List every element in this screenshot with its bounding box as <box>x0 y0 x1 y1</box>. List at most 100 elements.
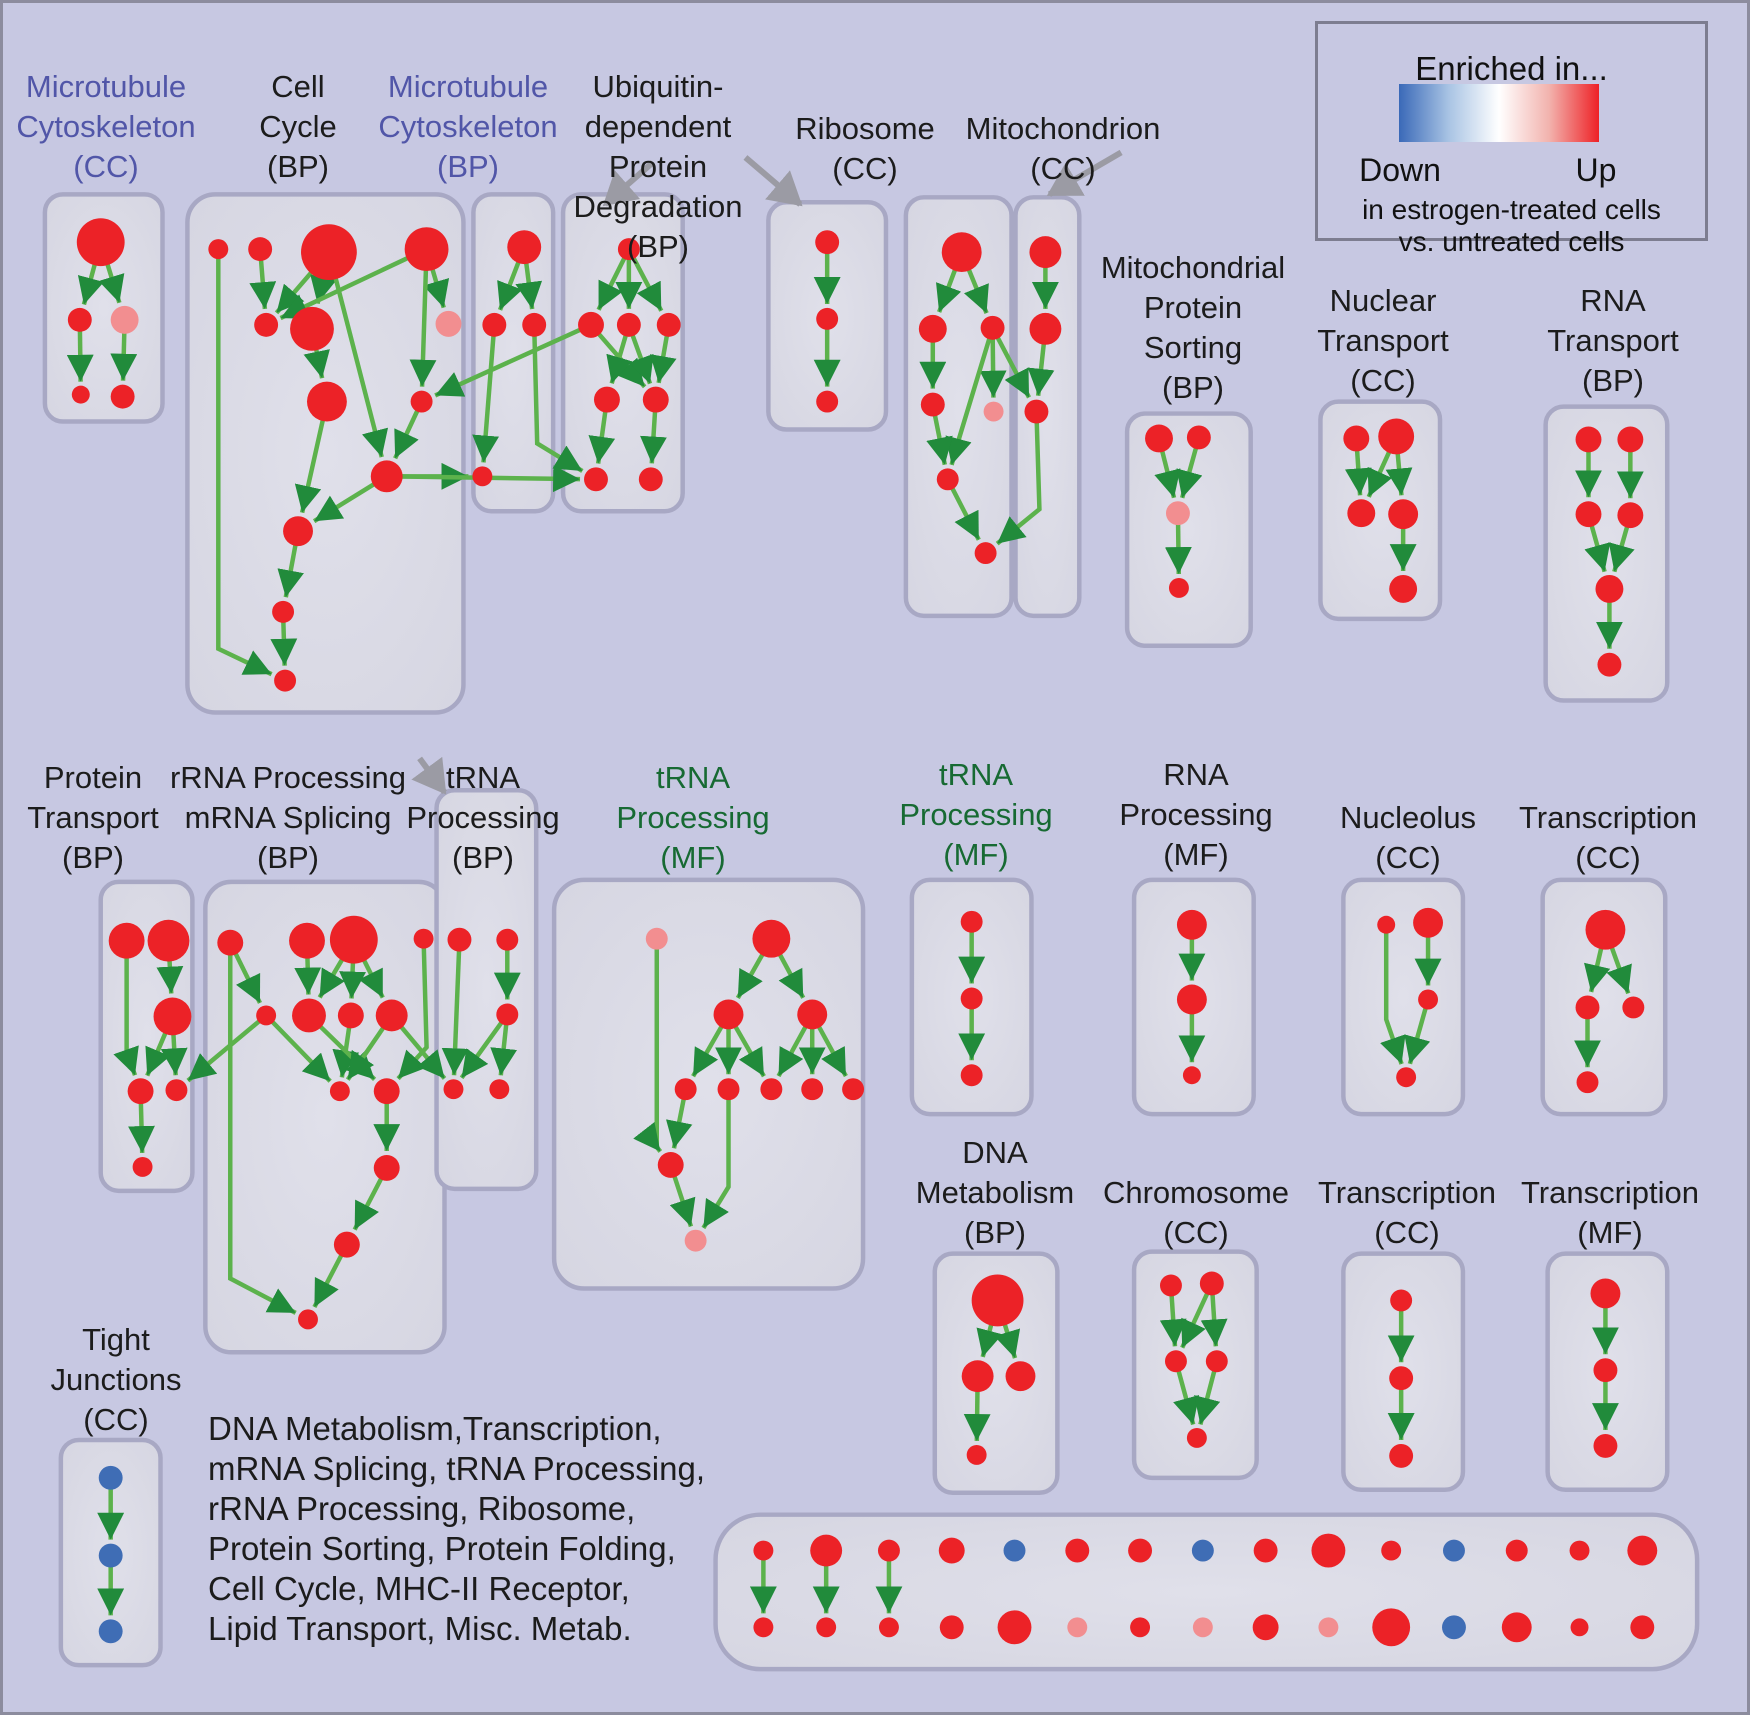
cluster-label-line: Transcription <box>1518 800 1698 835</box>
go-term-node-g3 <box>1165 501 1190 526</box>
cluster-label-rna_proc: RNA Processing (MF) <box>1119 755 1272 875</box>
cluster-label-line: (BP) <box>257 840 319 875</box>
cluster-label-line: (CC) <box>1375 840 1441 875</box>
go-term-node-mb4 <box>472 466 493 487</box>
go-term-node-u2 <box>1413 907 1444 938</box>
edge-v1-v3 <box>1606 946 1632 995</box>
go-term-node-a1 <box>76 218 125 267</box>
go-term-node-c5 <box>1186 1427 1207 1448</box>
legend-down-label: Down <box>1359 152 1441 188</box>
go-term-node-a4 <box>71 385 90 404</box>
edge-p3-p5 <box>160 1034 188 1076</box>
cluster-label-line: Transcription <box>1317 1175 1497 1210</box>
edge-n3-n10 <box>333 277 389 458</box>
go-term-node-r1 <box>217 929 244 956</box>
go-term-node-z10b <box>1318 1617 1339 1638</box>
edge-mb3-ub7 <box>532 335 584 473</box>
cluster-label-ribosome: Ribosome (CC) <box>795 109 935 189</box>
caption-line: mRNA Splicing, tRNA Processing, <box>208 1450 706 1487</box>
cluster-label-mt_bp: Microtubule Cytoskeleton (BP) <box>378 67 557 187</box>
edge-m1-m10 <box>633 948 663 1153</box>
go-term-node-c2 <box>1199 1271 1224 1296</box>
edge-b3-b5 <box>979 338 1007 398</box>
edge-t4-t3 <box>459 1021 504 1080</box>
cluster-label-line: (MF) <box>660 840 726 875</box>
go-term-node-v4 <box>1576 1071 1599 1094</box>
go-term-node-z6t <box>1065 1538 1090 1563</box>
cluster-label-line: Microtubule <box>25 69 187 104</box>
cluster-label-line: (BP) <box>627 229 689 264</box>
go-term-node-e3 <box>1024 399 1049 424</box>
edge-c4-c5 <box>1194 1370 1221 1426</box>
go-term-node-z9b <box>1252 1614 1279 1641</box>
edge-n6-n8 <box>303 348 330 379</box>
go-term-node-mb3 <box>522 312 547 337</box>
go-term-node-j2 <box>1617 426 1644 453</box>
cluster-label-line: tRNA <box>655 760 731 795</box>
edge-ub4-ub6 <box>650 335 677 384</box>
go-term-node-ub5 <box>593 386 620 413</box>
go-term-node-z12t <box>1443 1539 1465 1562</box>
go-term-node-z7b <box>1130 1617 1151 1638</box>
cluster-label-line: Ribosome <box>795 111 935 146</box>
edge-r2-r6 <box>294 957 322 995</box>
go-term-node-n12 <box>272 600 295 623</box>
edge-ub3-ub6 <box>628 334 654 385</box>
edge-c1-c3 <box>1159 1295 1187 1347</box>
go-term-node-n2 <box>248 237 273 262</box>
edge-n10-n11 <box>312 482 376 524</box>
go-term-node-y1 <box>98 1465 123 1490</box>
caption-line: DNA Metabolism,Transcription, <box>208 1410 662 1447</box>
go-term-node-x2 <box>1593 1358 1618 1383</box>
edge-m3-m5 <box>691 1025 724 1078</box>
go-term-node-z9t <box>1253 1538 1278 1563</box>
edge-g1-g3 <box>1154 450 1181 499</box>
cluster-box-chromosome <box>1131 1249 1259 1481</box>
go-term-node-z11t <box>1381 1540 1402 1561</box>
edge-i1-i3 <box>1344 450 1372 496</box>
edge-p3-p4 <box>145 1032 171 1077</box>
go-term-node-g1 <box>1145 424 1173 453</box>
go-term-node-ux2 <box>816 307 839 330</box>
cluster-label-line: Degradation <box>573 189 743 224</box>
go-term-node-z2t <box>810 1534 843 1567</box>
go-term-node-d3 <box>1005 1361 1036 1392</box>
cluster-label-line: Microtubule <box>387 69 549 104</box>
edge-ub1-ub4 <box>631 256 664 312</box>
cluster-label-line: tRNA <box>938 757 1014 792</box>
cluster-label-line: Ubiquitin- <box>592 69 724 104</box>
edge-ub1-ub2 <box>596 257 627 311</box>
caption-line: Protein Sorting, Protein Folding, <box>208 1530 676 1567</box>
go-term-node-ux3 <box>816 390 839 413</box>
go-term-node-q1 <box>1176 909 1207 940</box>
edge-v1-v2 <box>1584 947 1611 993</box>
cluster-label-prot_trans: Protein Transport (BP) <box>27 758 159 878</box>
go-term-node-j1 <box>1575 426 1602 453</box>
edge-a2-a4 <box>66 330 94 382</box>
edge-i2-i3 <box>1366 450 1393 498</box>
cluster-label-line: DNA <box>962 1135 1028 1170</box>
go-term-node-mb2 <box>482 312 507 337</box>
edge-n1-n13 <box>216 258 273 677</box>
go-term-node-s1 <box>960 910 983 933</box>
network-nodes <box>67 218 1658 1647</box>
go-term-node-p1 <box>108 922 145 959</box>
go-term-node-z5t <box>1003 1539 1026 1562</box>
go-term-node-z14b <box>1570 1618 1589 1637</box>
go-term-node-n1 <box>208 239 229 260</box>
cluster-label-line: mRNA Splicing <box>184 800 392 835</box>
go-term-node-m5 <box>674 1078 697 1101</box>
edge-j4-j5 <box>1608 526 1635 573</box>
go-term-node-m8 <box>801 1078 824 1101</box>
edge-ub6-ub8 <box>640 411 667 464</box>
cluster-label-rna_trans: RNA Transport (BP) <box>1547 281 1679 401</box>
cluster-box-trans_cc2 <box>1540 877 1668 1117</box>
go-term-node-i1 <box>1343 425 1370 452</box>
go-term-node-b2 <box>918 314 947 343</box>
go-term-node-a2 <box>67 307 92 332</box>
go-term-node-w2 <box>1389 1366 1414 1391</box>
cluster-label-mito_sort: Mitochondrial Protein Sorting (BP) <box>1101 248 1285 408</box>
edge-a3-a5 <box>110 332 138 381</box>
cluster-label-line: Processing <box>1119 797 1273 832</box>
edge-b3-e3 <box>995 336 1032 399</box>
